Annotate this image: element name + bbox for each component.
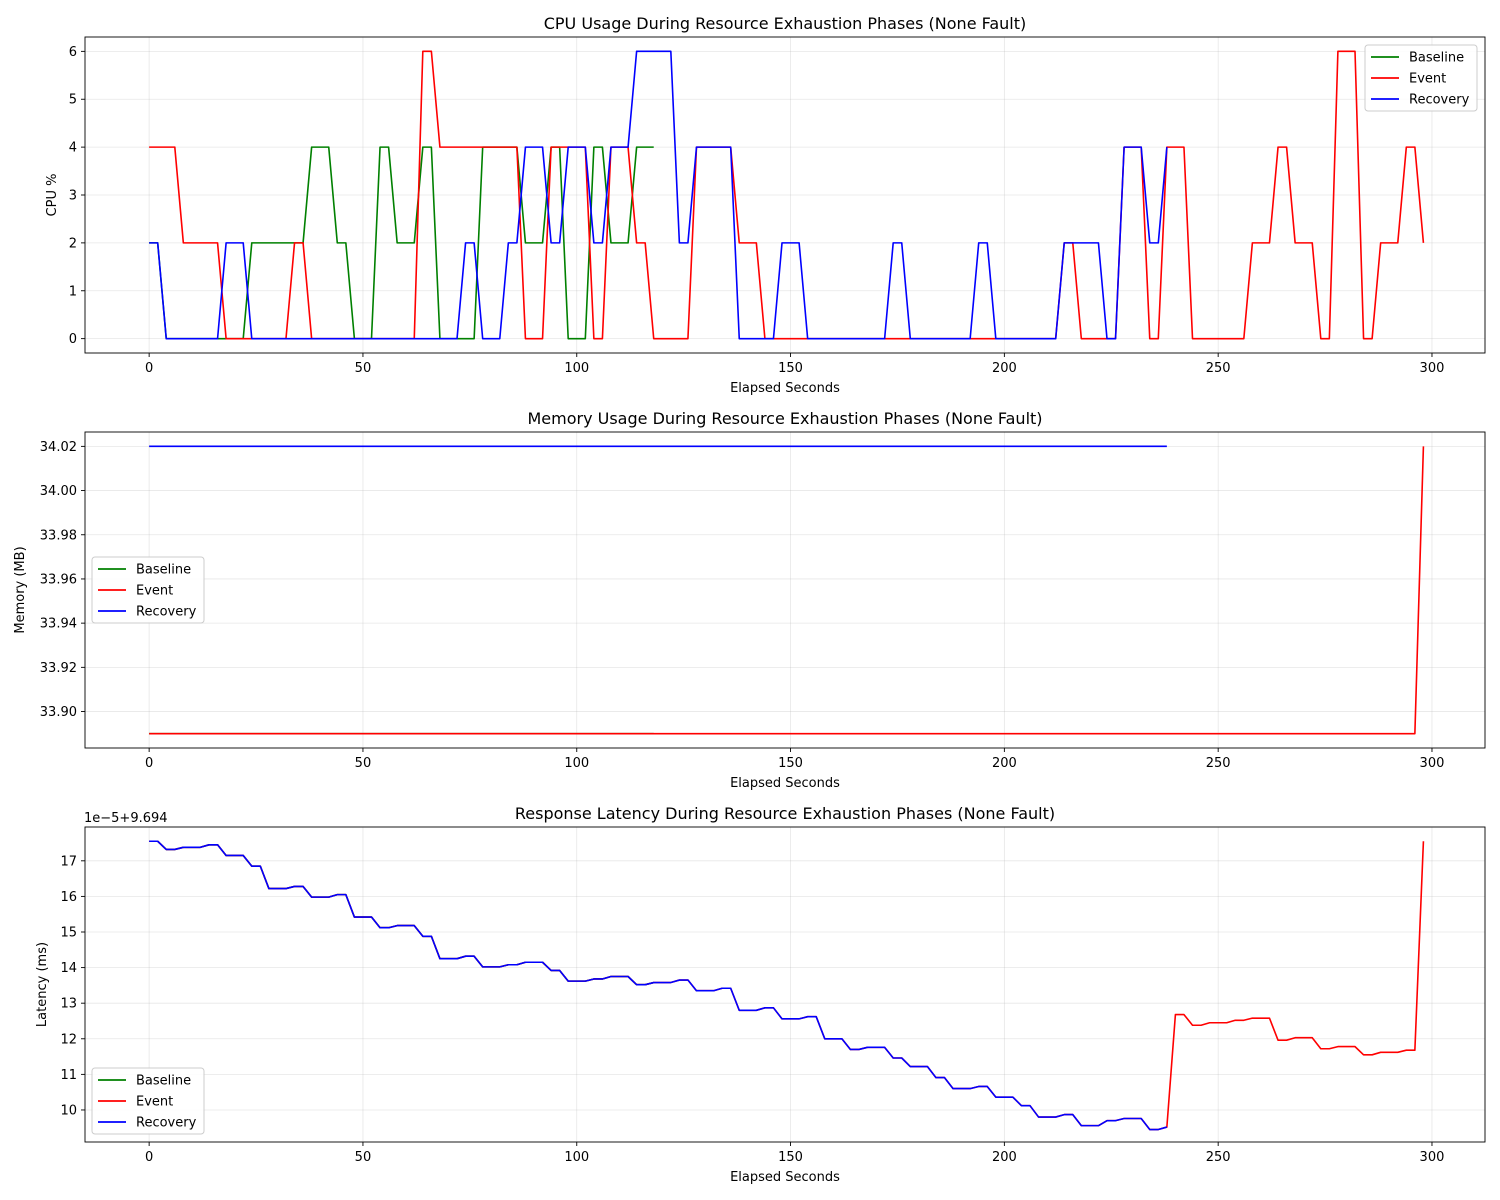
y-tick-label: 10 — [60, 1103, 77, 1118]
legend: Baseline Event Recovery — [1364, 44, 1478, 112]
x-tick-label: 0 — [145, 1150, 153, 1165]
grid — [85, 827, 1485, 1142]
y-tick-label: 33.96 — [40, 572, 77, 587]
y-tick-label: 16 — [60, 890, 77, 905]
legend-entry: Event — [136, 584, 173, 599]
legend-entry: Recovery — [136, 605, 197, 620]
x-tick-label: 250 — [1206, 756, 1231, 771]
y-tick-label: 1 — [69, 284, 77, 299]
plot-frame — [84, 431, 1486, 749]
y-axis-label: CPU % — [45, 174, 60, 217]
y-tick-label: 0 — [69, 332, 77, 347]
series-line-baseline — [149, 840, 654, 986]
x-tick-label: 50 — [355, 1150, 372, 1165]
x-tick-label: 200 — [992, 756, 1017, 771]
series-line-event — [149, 840, 1425, 1131]
legend-entry: Baseline — [136, 563, 191, 578]
y-axis-label: Latency (ms) — [35, 942, 50, 1027]
chart-title: CPU Usage During Resource Exhaustion Pha… — [544, 14, 1027, 33]
chart-panel-2: 0 50 100 150 200 250 300 33.90 33.92 33.94 33.96 33… — [13, 409, 1486, 791]
legend-entry: Baseline — [136, 1074, 191, 1089]
y-tick-label: 33.92 — [40, 661, 77, 676]
x-axis-label: Elapsed Seconds — [730, 776, 840, 791]
chart-title: Memory Usage During Resource Exhaustion … — [527, 409, 1042, 428]
series-group — [149, 840, 1425, 1131]
y-tick-label: 5 — [69, 93, 77, 108]
legend: Baseline Event Recovery — [91, 556, 205, 624]
x-tick-label: 300 — [1420, 1150, 1445, 1165]
chart-panel-1: 0 50 100 150 200 250 300 0 1 2 3 4 5 6 CPU Usage Durin… — [45, 14, 1486, 396]
x-axis-label: Elapsed Seconds — [730, 1170, 840, 1185]
legend-box — [1364, 44, 1478, 112]
legend-entry: Baseline — [1409, 51, 1464, 66]
x-tick-label: 250 — [1206, 361, 1231, 376]
x-tick-label: 200 — [992, 361, 1017, 376]
legend-box — [91, 1067, 205, 1135]
x-tick-label: 150 — [778, 1150, 803, 1165]
y-tick-label: 11 — [60, 1068, 77, 1083]
x-tick-label: 100 — [564, 756, 589, 771]
x-tick-label: 100 — [564, 1150, 589, 1165]
y-offset-label: 1e−5+9.694 — [84, 811, 168, 826]
x-tick-label: 200 — [992, 1150, 1017, 1165]
y-tick-label: 34.00 — [40, 484, 77, 499]
y-tick-label: 4 — [69, 141, 77, 156]
series-line-recovery — [149, 50, 1168, 340]
chart-title: Response Latency During Resource Exhaust… — [515, 804, 1055, 823]
legend-box — [91, 556, 205, 624]
x-tick-label: 300 — [1420, 361, 1445, 376]
x-tick-label: 150 — [778, 361, 803, 376]
legend-entry: Recovery — [1409, 93, 1470, 108]
y-axis-label: Memory (MB) — [13, 546, 28, 633]
y-tick-label: 3 — [69, 189, 77, 204]
y-tick-label: 2 — [69, 236, 77, 251]
x-tick-label: 100 — [564, 361, 589, 376]
x-tick-label: 300 — [1420, 756, 1445, 771]
x-tick-label: 250 — [1206, 1150, 1231, 1165]
series-group — [149, 445, 1425, 735]
y-tick-label: 33.98 — [40, 528, 77, 543]
legend-entry: Event — [136, 1095, 173, 1110]
x-axis-label: Elapsed Seconds — [730, 381, 840, 396]
y-tick-label: 14 — [60, 961, 77, 976]
series-line-event — [149, 446, 1425, 735]
legend: Baseline Event Recovery — [91, 1067, 205, 1135]
series-line-recovery — [149, 840, 1168, 1131]
y-tick-label: 33.94 — [40, 617, 77, 632]
chart-panel-3: 0 50 100 150 200 250 300 10 11 12 13 14 15 16 17 Respon… — [35, 804, 1486, 1185]
y-tick-label: 17 — [60, 854, 77, 869]
plot-frame — [84, 826, 1486, 1143]
y-tick-label: 34.02 — [40, 440, 77, 455]
series-group — [149, 50, 1425, 340]
y-tick-label: 15 — [60, 926, 77, 941]
y-tick-label: 13 — [60, 997, 77, 1012]
x-tick-label: 50 — [355, 756, 372, 771]
legend-entry: Recovery — [136, 1116, 197, 1131]
grid — [85, 37, 1485, 353]
x-tick-label: 50 — [355, 361, 372, 376]
y-tick-label: 33.90 — [40, 705, 77, 720]
x-tick-label: 0 — [145, 756, 153, 771]
x-tick-label: 150 — [778, 756, 803, 771]
y-tick-label: 12 — [60, 1032, 77, 1047]
legend-entry: Event — [1409, 72, 1446, 87]
y-tick-label: 6 — [69, 45, 77, 60]
x-tick-label: 0 — [145, 361, 153, 376]
grid — [85, 432, 1485, 748]
